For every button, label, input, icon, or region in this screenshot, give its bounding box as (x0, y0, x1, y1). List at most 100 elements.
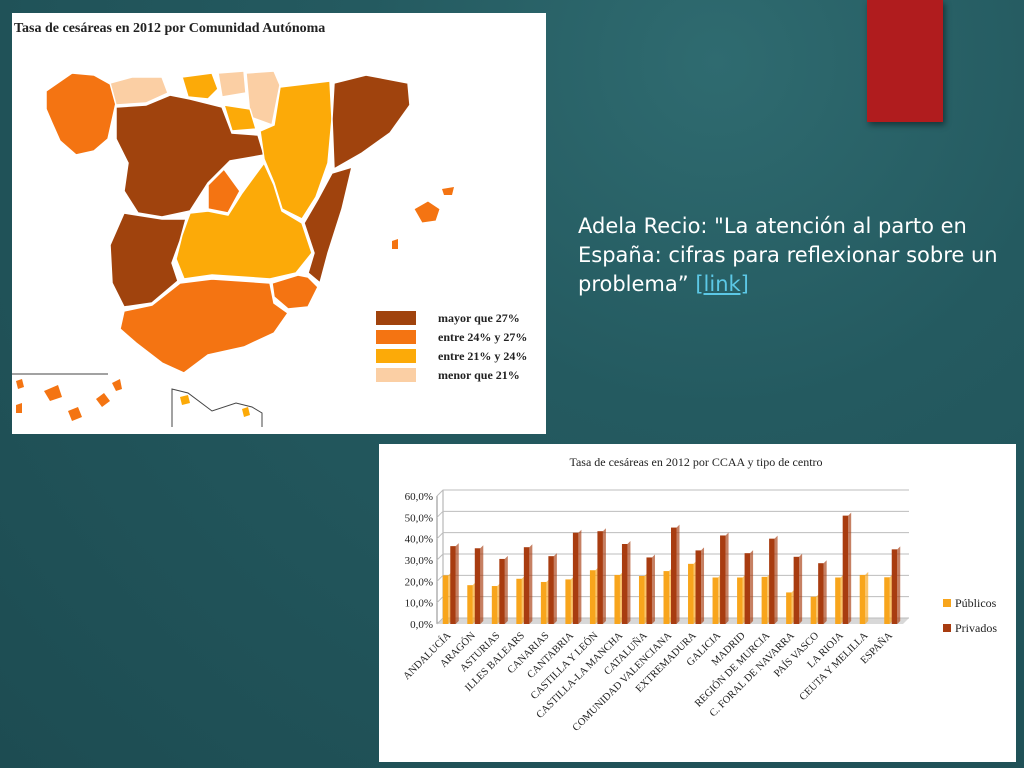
y-tick-labels: 0,0% 10,0% 20,0% 30,0% 40,0% 50,0% 60,0% (405, 491, 433, 631)
cesarean-bar-chart-figure: Tasa de cesáreas en 2012 por CCAA y tipo… (379, 444, 1016, 762)
legend-swatch-privados (943, 624, 951, 632)
y-tick-label: 40,0% (405, 534, 433, 546)
bar-publicos (516, 578, 522, 624)
bar-publicos (614, 574, 620, 624)
bar-side (504, 555, 508, 624)
region-canarias-1 (16, 379, 24, 389)
region-la-rioja (222, 104, 257, 132)
bars (442, 512, 901, 624)
region-illes-balears-ibiza (392, 239, 398, 249)
bar-publicos (540, 581, 547, 624)
bar-privados (769, 538, 775, 624)
bar-privados (621, 544, 628, 624)
legend-swatch-publicos (943, 599, 951, 607)
region-castilla-la-mancha (175, 161, 313, 280)
y-tick-label: 0,0% (410, 619, 433, 631)
bar-side (651, 554, 655, 624)
y-tick-label: 30,0% (405, 555, 433, 567)
bar-chart-svg: Tasa de cesáreas en 2012 por CCAA y tipo… (401, 455, 998, 734)
legend-label-3: menor que 21% (438, 368, 520, 382)
bar-publicos (835, 577, 841, 624)
bar-publicos (761, 576, 768, 624)
gridline (436, 489, 909, 497)
bar-side (848, 512, 852, 624)
y-tick-label: 10,0% (405, 598, 433, 610)
bar-side (865, 571, 869, 624)
region-comunidad-valenciana (303, 165, 354, 285)
gridline (436, 553, 909, 561)
region-castilla-y-leon (115, 94, 265, 218)
region-canarias-3 (68, 407, 82, 421)
bar-privados (695, 550, 702, 624)
bar-publicos (737, 577, 743, 624)
bar-publicos (589, 570, 596, 624)
y-tick-label: 50,0% (405, 512, 433, 524)
legend-swatch-1 (376, 330, 416, 344)
map-title: Tasa de cesáreas en 2012 por Comunidad A… (14, 21, 325, 36)
region-illes-balears (413, 200, 441, 224)
legend-swatch-2 (376, 349, 416, 363)
bar-privados (499, 558, 505, 624)
legend-label-privados: Privados (955, 621, 997, 635)
bar-privados (842, 515, 849, 624)
region-canarias-5 (112, 379, 122, 391)
region-ceuta (180, 395, 190, 405)
bar-side (529, 544, 533, 624)
gridline (436, 510, 909, 518)
bar-privados (523, 547, 530, 624)
bar-side (578, 529, 582, 624)
bar-publicos (565, 579, 571, 624)
bar-privados (646, 557, 652, 624)
gridlines (436, 489, 909, 625)
bar-privados (572, 532, 579, 624)
citation-text: Adela Recio: "La atención al parto en Es… (578, 214, 998, 296)
bar-privados (450, 546, 456, 624)
region-cantabria (181, 72, 219, 100)
region-pais-vasco (217, 70, 247, 98)
ceuta-melilla-inset-border (171, 388, 263, 427)
bar-privados (474, 548, 481, 624)
bar-privados (720, 535, 726, 624)
bar-publicos (859, 574, 866, 624)
gridline (436, 532, 909, 540)
map-legend: mayor que 27% entre 24% y 27% entre 21% … (376, 311, 527, 382)
region-melilla (242, 407, 250, 417)
bar-privados (548, 556, 554, 624)
cesarean-map-figure: Tasa de cesáreas en 2012 por Comunidad A… (12, 13, 546, 434)
bar-privados (597, 531, 603, 624)
region-navarra (245, 70, 281, 127)
region-cataluna (331, 74, 411, 171)
region-extremadura (109, 212, 187, 308)
legend-swatch-3 (376, 368, 416, 382)
bar-publicos (712, 577, 719, 624)
region-canarias-4 (96, 393, 110, 407)
bar-privados (793, 556, 800, 624)
bar-side (897, 546, 901, 624)
citation-link[interactable]: [link] (695, 272, 749, 296)
legend-label-0: mayor que 27% (438, 311, 520, 325)
y-tick-label: 60,0% (405, 491, 433, 503)
legend-label-publicos: Públicos (955, 596, 997, 610)
bar-privados (671, 527, 677, 624)
bar-side (823, 560, 827, 624)
bar-side (725, 532, 729, 624)
region-canarias-2 (44, 385, 62, 401)
bar-privados (891, 549, 898, 624)
red-accent-bar (867, 0, 943, 122)
bar-publicos (663, 571, 669, 624)
chart-legend: Públicos Privados (943, 596, 997, 635)
bar-side (774, 535, 778, 624)
bar-side (602, 528, 606, 624)
bar-side (701, 547, 705, 624)
chart-title: Tasa de cesáreas en 2012 por CCAA y tipo… (569, 455, 822, 469)
citation-text-block: Adela Recio: "La atención al parto en Es… (578, 212, 998, 299)
bar-publicos (467, 585, 473, 624)
bar-privados (744, 553, 751, 624)
region-illes-balears-menorca (442, 187, 454, 195)
bar-publicos (688, 563, 694, 624)
bar-publicos (638, 576, 645, 624)
legend-label-2: entre 21% y 24% (438, 349, 527, 363)
bar-publicos (442, 575, 449, 624)
region-andalucia (119, 278, 290, 374)
